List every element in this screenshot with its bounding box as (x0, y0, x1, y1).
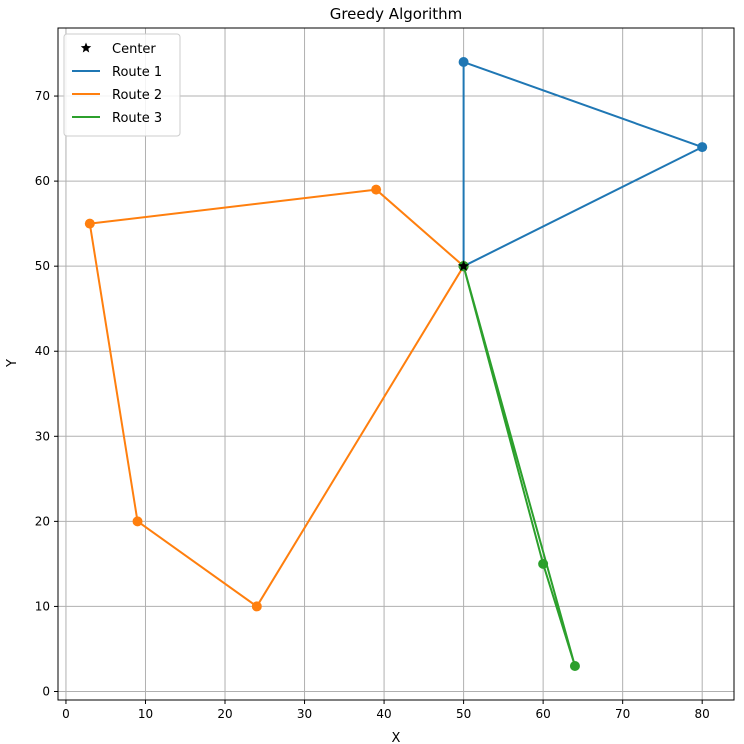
x-axis-label: X (392, 731, 401, 744)
y-tick-label: 20 (35, 514, 50, 528)
axis-ticks: 0 10 20 30 40 50 60 70 80 0 10 20 30 40 50 60 70 (35, 89, 710, 721)
plot-frame (57, 27, 735, 701)
route-point (371, 184, 382, 195)
y-tick-label: 60 (35, 174, 50, 188)
series-route-1 (458, 57, 708, 272)
route-line (88, 188, 465, 608)
series-route-2 (84, 184, 469, 612)
y-tick-label: 10 (35, 599, 50, 613)
x-tick-label: 0 (62, 707, 70, 721)
chart-title: Greedy Algorithm (330, 5, 463, 23)
legend-label: Route 1 (112, 65, 162, 80)
legend-center-marker (80, 42, 92, 53)
x-tick-label: 50 (456, 707, 471, 721)
y-tick-label: 70 (35, 89, 50, 103)
route-point (132, 516, 143, 527)
route-point (84, 218, 95, 229)
y-tick-label: 40 (35, 344, 50, 358)
y-tick-label: 0 (42, 684, 50, 698)
series-route-3 (458, 261, 580, 671)
x-tick-label: 20 (217, 707, 232, 721)
y-tick-label: 50 (35, 259, 50, 273)
x-tick-label: 80 (695, 707, 710, 721)
legend: Center Route 1 Route 2 Route 3 (63, 33, 181, 137)
route-point (569, 660, 580, 671)
y-axis-label: Y (5, 359, 20, 368)
route-line (462, 265, 576, 667)
legend-label: Route 3 (112, 111, 162, 126)
x-tick-label: 60 (535, 707, 550, 721)
x-tick-label: 40 (376, 707, 391, 721)
legend-label: Center (112, 42, 156, 57)
y-tick-label: 30 (35, 429, 50, 443)
route-point (251, 601, 262, 612)
route-line (462, 61, 704, 268)
route-point (538, 558, 549, 569)
x-tick-label: 10 (138, 707, 153, 721)
legend-label: Route 2 (112, 88, 162, 103)
center-marker (457, 260, 470, 272)
x-tick-label: 70 (615, 707, 630, 721)
route-point (458, 57, 469, 68)
legend-box (63, 33, 181, 137)
route-point (697, 142, 708, 153)
series-layer (84, 57, 708, 671)
x-tick-label: 30 (297, 707, 312, 721)
